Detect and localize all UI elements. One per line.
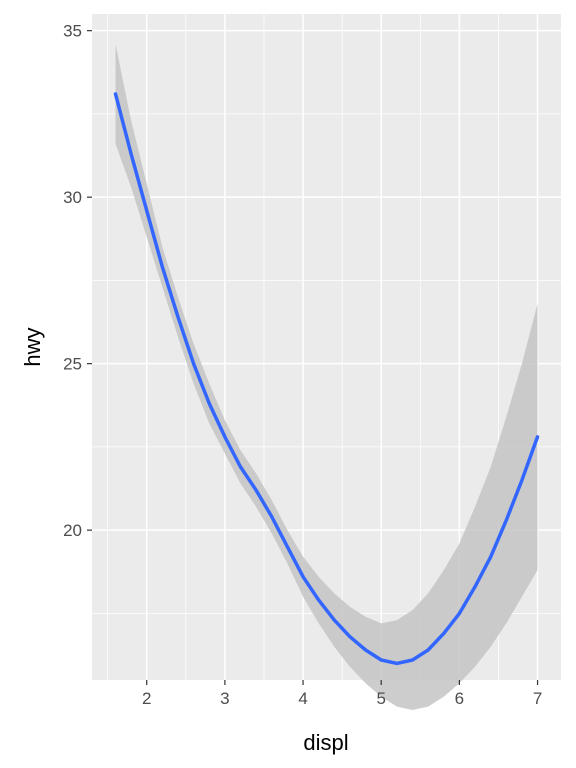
x-tick-label: 5: [376, 689, 385, 708]
x-tick-label: 2: [142, 689, 151, 708]
x-tick-label: 6: [455, 689, 464, 708]
x-tick-label: 4: [298, 689, 307, 708]
y-tick-label: 30: [63, 188, 82, 207]
x-axis: 2 3 4 5 6 7: [142, 680, 542, 708]
y-tick-label: 25: [63, 355, 82, 374]
y-tick-label: 20: [63, 521, 82, 540]
y-axis-title: hwy: [20, 327, 45, 366]
x-tick-label: 3: [220, 689, 229, 708]
y-axis: 20 25 30 35: [63, 22, 92, 541]
x-axis-title: displ: [303, 730, 348, 755]
y-tick-label: 35: [63, 22, 82, 41]
x-tick-label: 7: [533, 689, 542, 708]
